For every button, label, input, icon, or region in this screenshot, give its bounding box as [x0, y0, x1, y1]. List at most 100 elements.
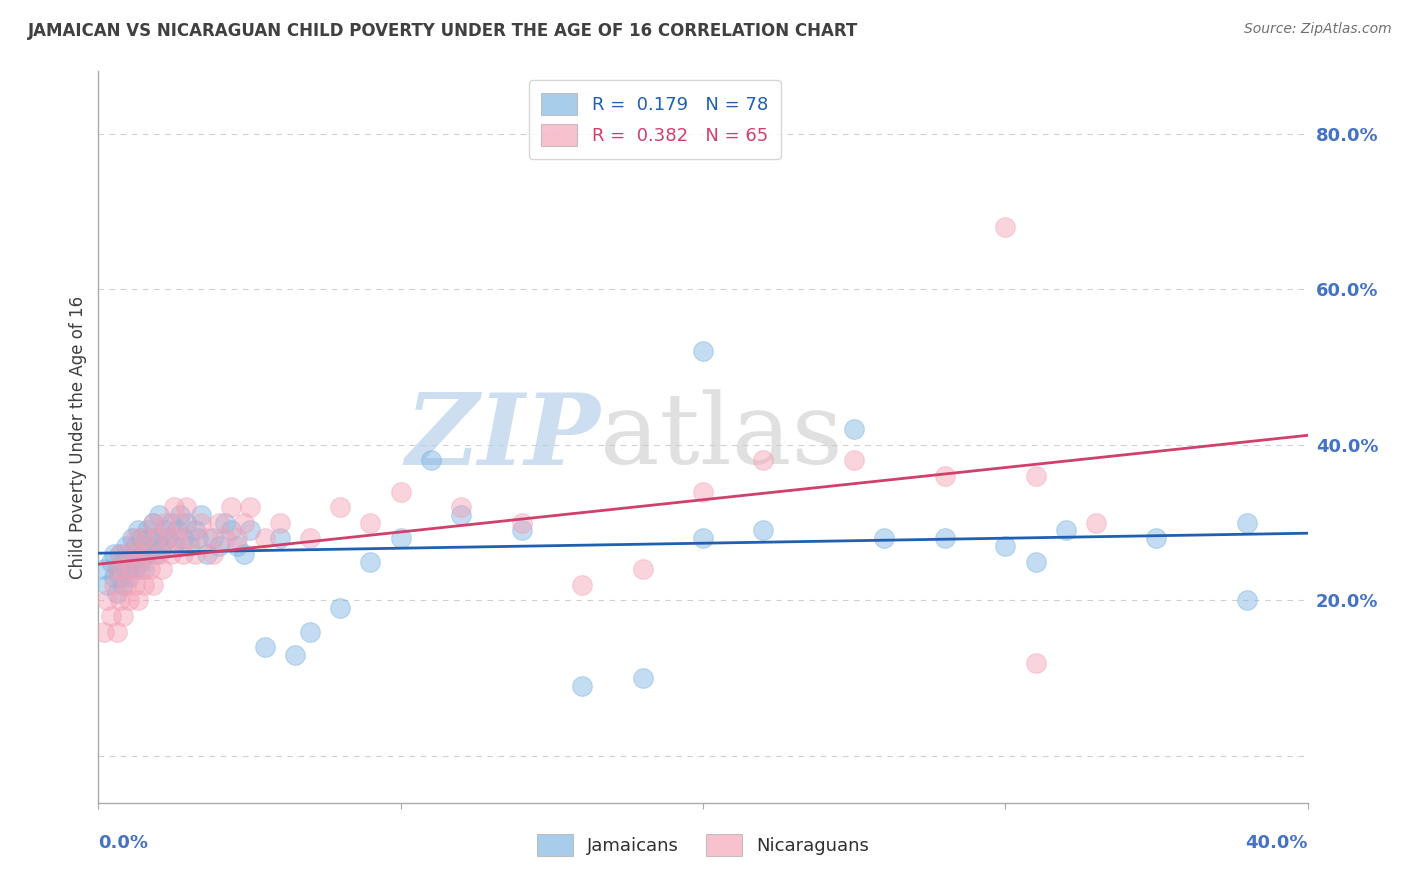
Point	[994, 539, 1017, 553]
Point	[127, 547, 149, 561]
Point	[692, 531, 714, 545]
Point	[108, 547, 131, 561]
Point	[1024, 656, 1046, 670]
Point	[163, 539, 186, 553]
Point	[253, 640, 276, 655]
Point	[208, 516, 231, 530]
Point	[139, 562, 162, 576]
Point	[132, 539, 155, 553]
Point	[108, 593, 131, 607]
Point	[692, 344, 714, 359]
Point	[145, 547, 167, 561]
Point	[239, 524, 262, 538]
Point	[184, 547, 207, 561]
Point	[329, 500, 352, 515]
Point	[360, 555, 382, 569]
Point	[124, 562, 146, 576]
Point	[156, 531, 179, 545]
Point	[226, 531, 249, 545]
Point	[127, 524, 149, 538]
Point	[160, 547, 183, 561]
Point	[202, 547, 225, 561]
Point	[934, 469, 956, 483]
Point	[360, 516, 382, 530]
Point	[1085, 516, 1108, 530]
Point	[1054, 524, 1077, 538]
Point	[844, 422, 866, 436]
Point	[269, 516, 291, 530]
Point	[139, 531, 162, 545]
Point	[253, 531, 276, 545]
Point	[450, 500, 472, 515]
Point	[873, 531, 896, 545]
Point	[135, 524, 157, 538]
Point	[111, 609, 134, 624]
Point	[148, 547, 170, 561]
Point	[214, 516, 236, 530]
Point	[156, 531, 179, 545]
Point	[135, 547, 157, 561]
Point	[389, 484, 412, 499]
Point	[1144, 531, 1167, 545]
Point	[389, 531, 412, 545]
Point	[124, 539, 146, 553]
Point	[284, 648, 307, 662]
Point	[150, 562, 173, 576]
Point	[1236, 516, 1258, 530]
Point	[100, 609, 122, 624]
Text: Source: ZipAtlas.com: Source: ZipAtlas.com	[1244, 22, 1392, 37]
Point	[100, 555, 122, 569]
Point	[114, 578, 136, 592]
Point	[1024, 469, 1046, 483]
Point	[132, 531, 155, 545]
Text: 0.0%: 0.0%	[98, 834, 149, 852]
Point	[121, 555, 143, 569]
Point	[419, 453, 441, 467]
Legend: Jamaicans, Nicaraguans: Jamaicans, Nicaraguans	[529, 827, 877, 863]
Point	[269, 531, 291, 545]
Point	[105, 585, 128, 599]
Point	[752, 524, 775, 538]
Point	[571, 679, 593, 693]
Point	[127, 547, 149, 561]
Point	[202, 531, 225, 545]
Point	[221, 500, 243, 515]
Point	[232, 516, 254, 530]
Point	[160, 516, 183, 530]
Text: JAMAICAN VS NICARAGUAN CHILD POVERTY UNDER THE AGE OF 16 CORRELATION CHART: JAMAICAN VS NICARAGUAN CHILD POVERTY UND…	[28, 22, 859, 40]
Point	[169, 508, 191, 522]
Point	[114, 539, 136, 553]
Point	[142, 516, 165, 530]
Point	[105, 562, 128, 576]
Point	[172, 547, 194, 561]
Point	[232, 547, 254, 561]
Point	[103, 570, 125, 584]
Point	[118, 547, 141, 561]
Point	[195, 547, 218, 561]
Point	[1236, 593, 1258, 607]
Point	[226, 539, 249, 553]
Point	[124, 578, 146, 592]
Point	[299, 531, 322, 545]
Point	[111, 555, 134, 569]
Point	[142, 516, 165, 530]
Point	[103, 578, 125, 592]
Point	[93, 624, 115, 639]
Point	[129, 555, 152, 569]
Point	[934, 531, 956, 545]
Point	[111, 562, 134, 576]
Point	[752, 453, 775, 467]
Point	[135, 547, 157, 561]
Point	[132, 562, 155, 576]
Text: 40.0%: 40.0%	[1246, 834, 1308, 852]
Point	[174, 516, 197, 530]
Point	[187, 531, 209, 545]
Point	[132, 578, 155, 592]
Point	[127, 593, 149, 607]
Point	[108, 570, 131, 584]
Point	[177, 539, 201, 553]
Point	[994, 219, 1017, 234]
Point	[145, 531, 167, 545]
Point	[510, 516, 533, 530]
Point	[111, 578, 134, 592]
